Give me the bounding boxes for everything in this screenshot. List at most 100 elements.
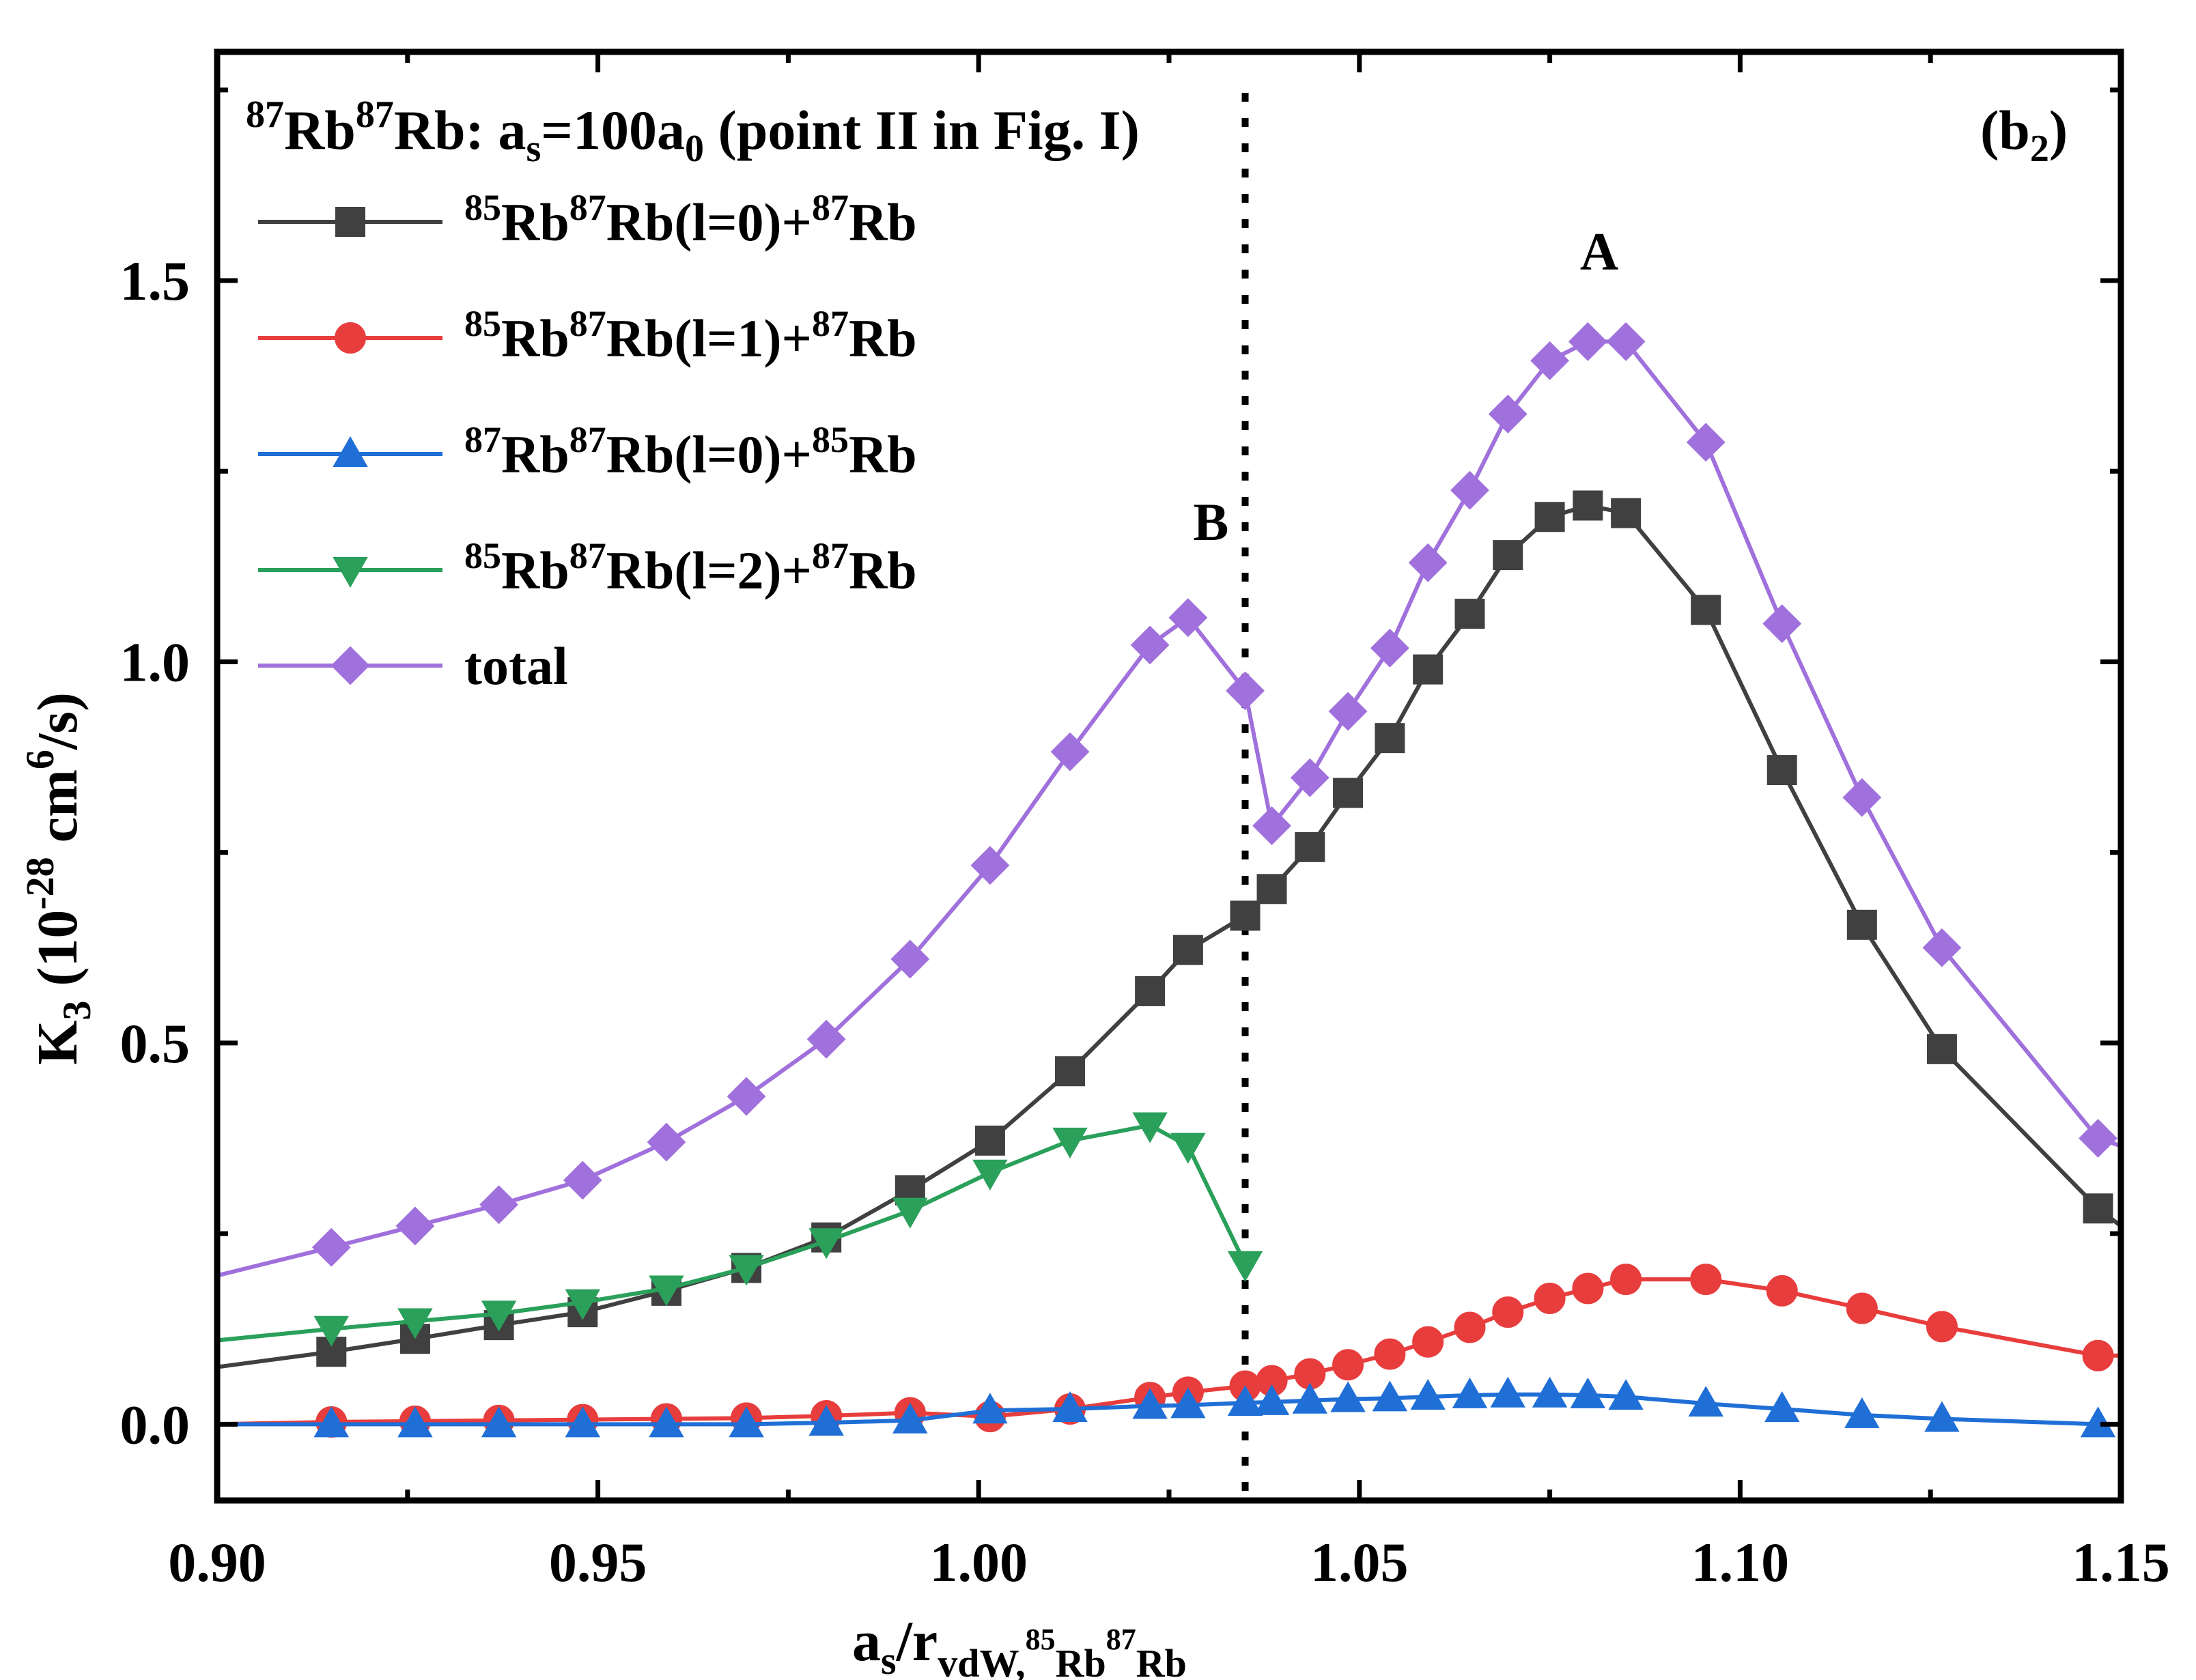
data-point [1372, 1380, 1408, 1412]
data-point [1052, 1391, 1088, 1422]
data-point [1135, 976, 1166, 1006]
data-point [1252, 806, 1291, 846]
data-point [1256, 874, 1287, 905]
ylabel-cm: cm [26, 769, 89, 857]
title-iso1: 87 [246, 94, 284, 136]
legend-marker [335, 207, 365, 237]
legend: 85Rb87Rb(l=0)+87Rb85Rb87Rb(l=1)+87Rb87Rb… [258, 187, 917, 696]
tick-layer: 0.90 0.95 1.00 1.05 1.10 1.15 0.0 0.5 1.0 1.5 [120, 52, 2170, 1593]
data-point [1130, 625, 1170, 665]
data-point [1764, 1391, 1800, 1422]
legend-label: total [464, 636, 568, 696]
panel-label: (b2) [1980, 99, 2068, 170]
xlabel-s: s [881, 1638, 897, 1680]
data-point [397, 1308, 433, 1339]
data-point [1410, 1379, 1446, 1410]
data-point [1611, 498, 1642, 528]
x-axis-title: as/rvdW,85Rb87Rb [852, 1610, 1187, 1680]
data-point [1050, 732, 1090, 771]
data-point [1132, 1388, 1168, 1419]
data-point [1408, 543, 1448, 582]
data-point [1170, 1387, 1206, 1419]
data-point [1295, 831, 1325, 862]
legend-item-1: 85Rb87Rb(l=1)+87Rb [258, 303, 917, 368]
annotation-a: A [1580, 221, 1618, 281]
x-tick-label: 0.95 [549, 1531, 647, 1593]
ylabel-tail: /s) [26, 692, 89, 750]
data-point [649, 1406, 684, 1438]
xlabel-iso2: 87 [1106, 1623, 1136, 1656]
panel-label-base: (b [1980, 99, 2030, 161]
legend-label-part: Rb(l=0)+ [606, 193, 812, 252]
y-tick-label: 0.0 [120, 1393, 191, 1455]
xlabel-vdw: vdW, [938, 1641, 1025, 1680]
legend-label-part: 87 [569, 303, 606, 344]
data-point [2079, 1119, 2117, 1158]
panel-label-sub: 2 [2030, 128, 2049, 170]
data-point [1412, 1326, 1444, 1358]
data-point [1227, 1385, 1263, 1416]
y-axis-title: K3 (10-28 cm6/s) [18, 692, 99, 1065]
data-point [1534, 502, 1565, 532]
data-point [1532, 1376, 1568, 1408]
data-point [729, 1255, 764, 1286]
ylabel-exp: -28 [18, 857, 62, 909]
legend-label-part: 85 [464, 187, 501, 228]
title-rb1: Rb [284, 99, 356, 161]
data-point [1375, 723, 1405, 754]
data-point [565, 1289, 601, 1320]
data-point [1226, 671, 1265, 711]
series-line [216, 1123, 1248, 1343]
legend-label-part: Rb(l=2)+ [606, 541, 812, 600]
data-point [313, 1315, 350, 1347]
legend-label-part: 85 [464, 303, 501, 344]
y-tick-label: 1.0 [120, 631, 191, 693]
legend-label-part: 87 [464, 419, 501, 460]
legend-marker [330, 646, 370, 685]
data-point [1570, 1377, 1606, 1408]
data-point [1568, 322, 1607, 361]
legend-label-part: 87 [569, 535, 606, 576]
x-tick-label: 0.90 [168, 1531, 266, 1593]
data-point [563, 1161, 602, 1200]
data-point [729, 1406, 764, 1438]
legend-label-part: Rb(l=1)+ [606, 309, 812, 368]
data-point [1172, 935, 1203, 965]
data-point [727, 1077, 766, 1116]
data-point [1290, 758, 1329, 797]
data-point [1572, 1272, 1604, 1305]
data-point [1168, 598, 1208, 638]
data-point [808, 1405, 844, 1436]
data-point [974, 1125, 1005, 1156]
data-point [1450, 470, 1489, 510]
legend-marker [333, 436, 368, 467]
data-point [806, 1019, 846, 1059]
data-point [972, 1393, 1008, 1424]
y-tick-label: 1.5 [120, 250, 191, 312]
data-point [649, 1275, 684, 1307]
data-point [1610, 1264, 1642, 1296]
data-point [1493, 540, 1523, 571]
title-as-value: =100a [541, 99, 685, 161]
data-point [1492, 1296, 1524, 1328]
ylabel-k-sub: 3 [55, 1001, 99, 1021]
data-point [1055, 1056, 1086, 1087]
data-point [808, 1228, 844, 1259]
data-point [1842, 778, 1882, 817]
data-point [1691, 595, 1721, 625]
data-point [565, 1406, 601, 1438]
data-point [313, 1406, 350, 1438]
data-point [1766, 1275, 1798, 1307]
legend-label-part: 87 [569, 187, 606, 228]
legend-label-part: 85 [812, 419, 849, 460]
data-point [1608, 1379, 1644, 1410]
data-point [972, 1159, 1008, 1191]
data-point [1688, 1386, 1723, 1417]
x-tick-label: 1.10 [1691, 1531, 1790, 1593]
legend-label-part: Rb [849, 541, 917, 600]
data-point [1926, 1034, 1957, 1064]
data-point [1846, 1292, 1878, 1324]
data-point [1132, 1112, 1168, 1143]
